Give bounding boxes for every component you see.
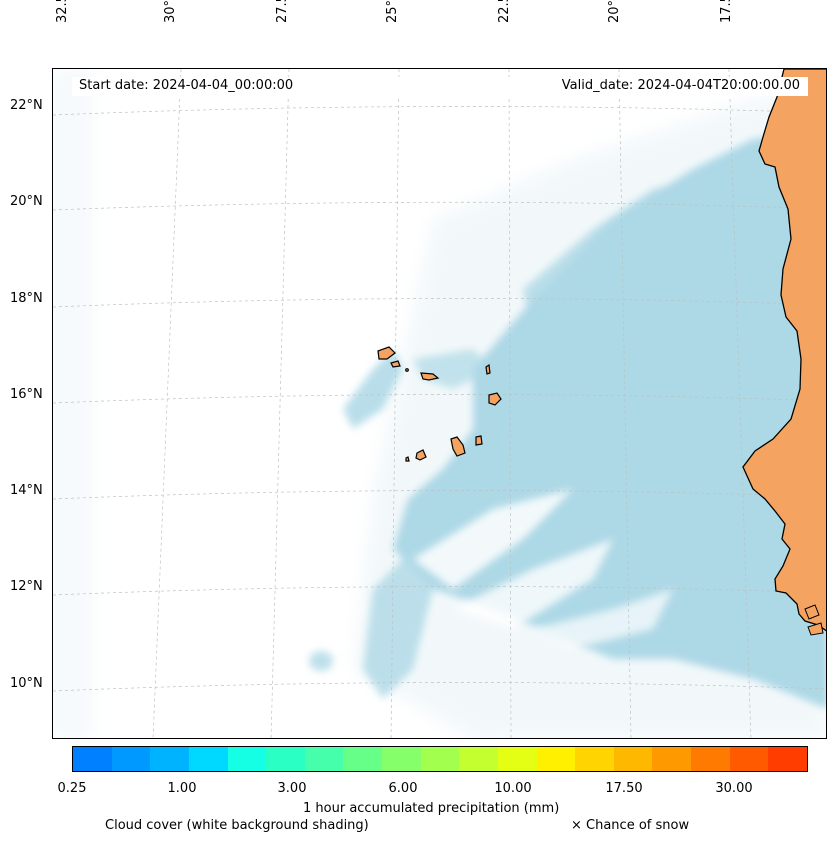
colorbar-swatch xyxy=(188,747,228,771)
colorbar-swatch xyxy=(652,747,691,771)
colorbar-label: 1 hour accumulated precipitation (mm) xyxy=(303,801,560,816)
colorbar-swatch xyxy=(73,747,112,771)
colorbar-tick-3-00: 3.00 xyxy=(277,781,307,796)
map-canvas xyxy=(53,69,826,738)
colorbar-tick-6-00: 6.00 xyxy=(388,781,418,796)
coastal-islands xyxy=(804,604,824,636)
colorbar-swatch xyxy=(304,747,344,771)
colorbar-tick-17-50: 17.50 xyxy=(605,781,643,796)
graticule xyxy=(53,69,826,738)
colorbar-tick-10-00: 10.00 xyxy=(494,781,532,796)
colorbar-tick-30-00: 30.00 xyxy=(715,781,753,796)
colorbar-tick-0-25: 0.25 xyxy=(57,781,87,796)
lat-label-10n: 10°N xyxy=(10,676,43,691)
colorbar-swatch xyxy=(382,747,421,771)
lat-label-18n: 18°N xyxy=(10,291,43,306)
colorbar-swatch xyxy=(575,747,614,771)
lon-label-17-5w: 17.5°W xyxy=(719,0,734,23)
colorbar-swatch xyxy=(729,747,769,771)
lon-label-22-5w: 22.5°W xyxy=(497,0,512,23)
lat-label-22n: 22°N xyxy=(10,98,43,113)
lon-label-30w: 30°W xyxy=(163,0,178,23)
cloud-gaps xyxy=(413,489,673,649)
cloud-cover-legend: Cloud cover (white background shading) xyxy=(105,818,369,833)
lat-label-12n: 12°N xyxy=(10,579,43,594)
map-panel[interactable] xyxy=(52,68,827,739)
lon-label-32-5w: 32.5°W xyxy=(55,0,70,23)
lon-label-20w: 20°W xyxy=(607,0,622,23)
colorbar-swatch xyxy=(266,747,305,771)
colorbar-swatch xyxy=(420,747,460,771)
valid-date-label: Valid_date: 2024-04-04T20:00:00.00 xyxy=(561,78,800,93)
date-info-bar: Start date: 2024-04-04_00:00:00 Valid_da… xyxy=(72,77,808,96)
lat-label-20n: 20°N xyxy=(10,194,43,209)
africa-coast xyxy=(742,69,826,632)
colorbar-swatch xyxy=(111,747,151,771)
lon-label-25w: 25°W xyxy=(385,0,400,23)
cloud-cover-main xyxy=(309,129,826,709)
colorbar-swatch xyxy=(459,747,498,771)
cape-verde-islands xyxy=(377,346,502,462)
colorbar-swatch xyxy=(768,747,807,771)
colorbar-swatch xyxy=(343,747,382,771)
start-date-label: Start date: 2024-04-04_00:00:00 xyxy=(79,78,294,93)
colorbar-tick-1-00: 1.00 xyxy=(167,781,197,796)
colorbar-swatch xyxy=(227,747,267,771)
snow-legend: × Chance of snow xyxy=(571,818,690,833)
colorbar-swatch xyxy=(691,747,730,771)
lat-label-14n: 14°N xyxy=(10,483,43,498)
colorbar-swatch xyxy=(613,747,653,771)
lon-label-27-5w: 27.5°W xyxy=(275,0,290,23)
precipitation-colorbar xyxy=(72,746,808,772)
colorbar-swatch xyxy=(150,747,189,771)
colorbar-swatch xyxy=(536,747,576,771)
lat-label-16n: 16°N xyxy=(10,387,43,402)
colorbar-swatch xyxy=(497,747,537,771)
